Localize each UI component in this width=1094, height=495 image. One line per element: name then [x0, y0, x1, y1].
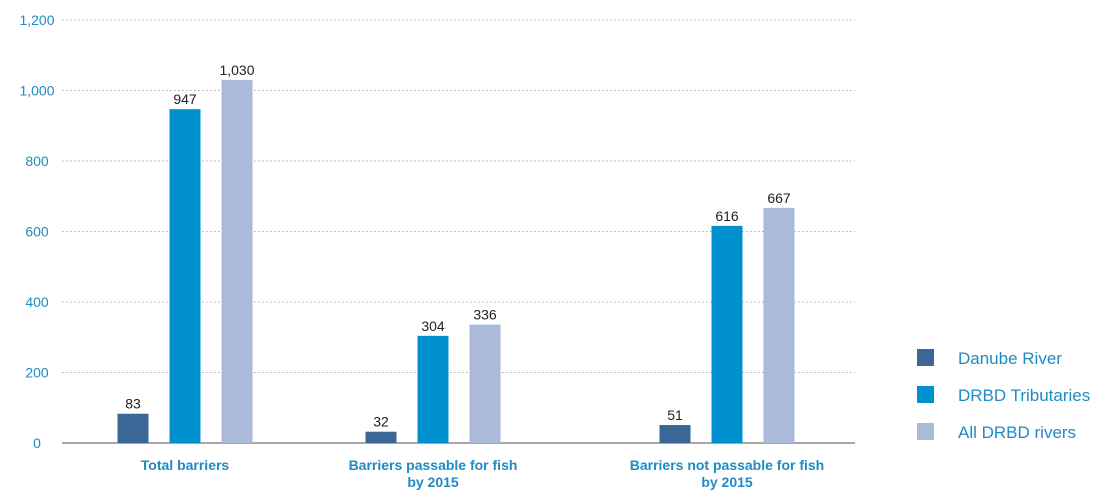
- y-tick-label: 800: [25, 153, 49, 169]
- bar: [169, 109, 201, 444]
- bar: [763, 207, 795, 443]
- bar: [659, 425, 691, 443]
- bar: [711, 225, 743, 443]
- legend-swatch: [917, 386, 934, 403]
- legend-swatch: [917, 423, 934, 440]
- category-label: by 2015: [701, 474, 753, 490]
- category-label: Barriers passable for fish: [349, 457, 518, 473]
- y-tick-label: 200: [25, 365, 49, 381]
- y-tick-label: 1,200: [19, 12, 54, 28]
- data-label: 667: [767, 190, 791, 206]
- bar: [117, 413, 149, 443]
- data-label: 336: [473, 307, 497, 323]
- y-tick-label: 400: [25, 294, 49, 310]
- bar: [221, 79, 253, 444]
- data-label: 32: [373, 414, 389, 430]
- data-label: 947: [173, 91, 197, 107]
- category-label: Total barriers: [141, 457, 230, 473]
- data-label: 83: [125, 396, 141, 412]
- data-label: 304: [421, 318, 445, 334]
- y-tick-label: 1,000: [19, 83, 54, 99]
- category-label: by 2015: [407, 474, 459, 490]
- bar: [417, 335, 449, 443]
- legend-label: Danube River: [958, 349, 1062, 368]
- data-label: 51: [667, 407, 683, 423]
- legend-label: All DRBD rivers: [958, 423, 1076, 442]
- y-tick-label: 0: [33, 435, 41, 451]
- data-label: 616: [715, 208, 739, 224]
- data-label: 1,030: [219, 62, 254, 78]
- bar: [469, 324, 501, 443]
- category-label: Barriers not passable for fish: [630, 457, 825, 473]
- legend-label: DRBD Tributaries: [958, 386, 1090, 405]
- bar: [365, 431, 397, 443]
- y-tick-label: 600: [25, 224, 49, 240]
- legend-swatch: [917, 349, 934, 366]
